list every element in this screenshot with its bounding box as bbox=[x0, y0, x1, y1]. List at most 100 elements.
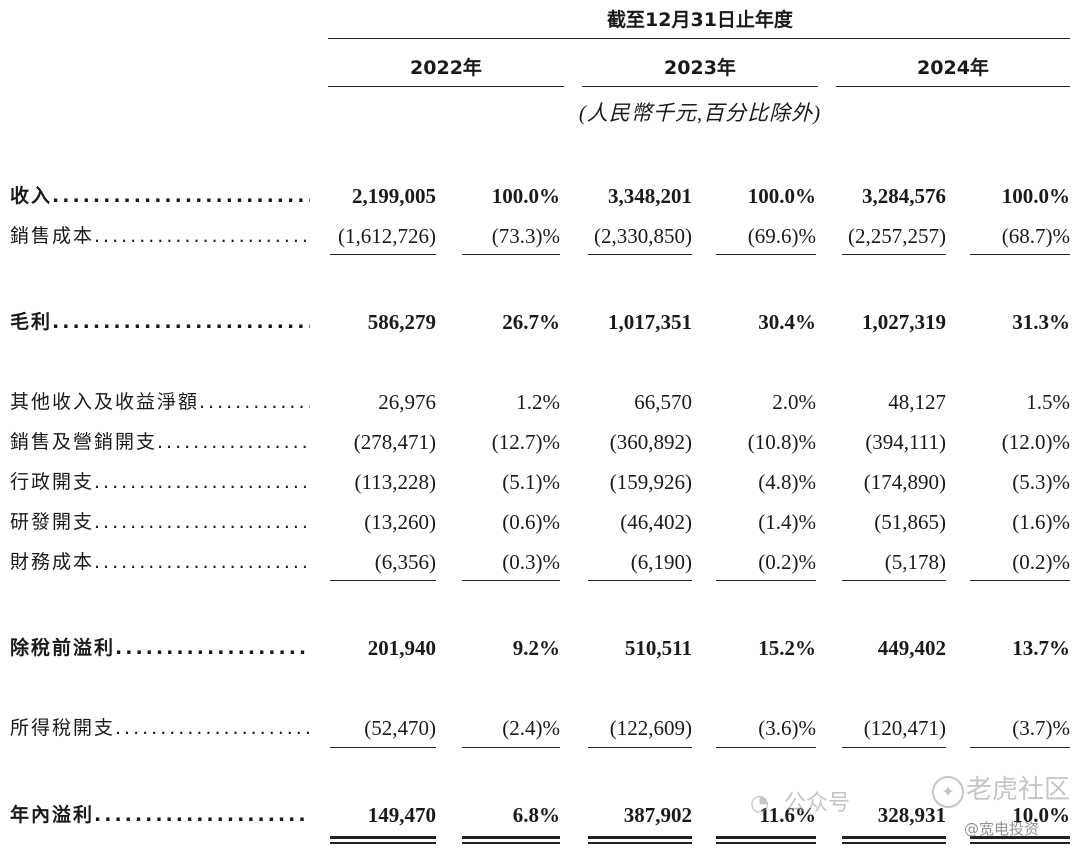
subtotal-underline bbox=[330, 747, 436, 748]
value-2022-amount: 201,940 bbox=[367, 636, 436, 660]
row-label-text: 財務成本 bbox=[10, 551, 95, 573]
subtotal-underline bbox=[330, 254, 436, 255]
row-label-text: 其他收入及收益淨額 bbox=[10, 391, 200, 413]
watermark-handle-text: @宽电投资 bbox=[964, 820, 1040, 838]
value-2022-percent: (0.6)% bbox=[502, 510, 560, 534]
leader-dots: .................................. bbox=[94, 471, 310, 493]
leader-dots: .................................. bbox=[94, 511, 310, 533]
value-2022-amount: 26,976 bbox=[378, 390, 436, 414]
value-2024-amount: 48,127 bbox=[888, 390, 946, 414]
row-label: 除稅前溢利.................................. bbox=[10, 628, 310, 668]
value-2023-amount: 387,902 bbox=[623, 803, 692, 827]
table-row: 其他收入及收益淨額...............................… bbox=[0, 382, 1080, 422]
value-2023-amount: (360,892) bbox=[609, 430, 692, 454]
value-2023-amount: 66,570 bbox=[634, 390, 692, 414]
subtotal-underline bbox=[588, 254, 692, 255]
value-2024-amount: 1,027,319 bbox=[862, 310, 946, 334]
value-2022-percent: (73.3)% bbox=[491, 224, 560, 248]
subtotal-underline bbox=[716, 580, 816, 581]
value-2022-amount: 2,199,005 bbox=[352, 184, 436, 208]
row-label: 財務成本.................................. bbox=[10, 542, 310, 582]
row-label: 研發開支.................................. bbox=[10, 502, 310, 542]
row-label: 銷售及營銷開支.................................… bbox=[10, 422, 310, 462]
value-2023-amount: (122,609) bbox=[609, 716, 692, 740]
value-2023-percent: (3.6)% bbox=[758, 716, 816, 740]
watermark-wechat-text: 公众号 bbox=[784, 791, 851, 816]
row-label-text: 收入 bbox=[10, 185, 53, 207]
row-label: 銷售成本.................................. bbox=[10, 216, 310, 256]
row-label-text: 銷售成本 bbox=[10, 225, 95, 247]
total-double-underline bbox=[716, 836, 816, 844]
table-row: 年內溢利.................................. 1… bbox=[0, 795, 1080, 835]
row-label: 毛利.................................. bbox=[10, 302, 310, 342]
value-2024-percent: (0.2)% bbox=[1012, 550, 1070, 574]
subtotal-underline bbox=[842, 747, 946, 748]
value-2022-percent: (12.7)% bbox=[491, 430, 560, 454]
value-2024-amount: 449,402 bbox=[877, 636, 946, 660]
value-2024-amount: (5,178) bbox=[884, 550, 946, 574]
value-2023-percent: (1.4)% bbox=[758, 510, 816, 534]
subtotal-underline bbox=[970, 254, 1070, 255]
row-label-text: 年內溢利 bbox=[10, 804, 95, 826]
row-label-text: 行政開支 bbox=[10, 471, 95, 493]
value-2024-percent: (1.6)% bbox=[1012, 510, 1070, 534]
row-label-text: 銷售及營銷開支 bbox=[10, 431, 158, 453]
value-2023-percent: (4.8)% bbox=[758, 470, 816, 494]
value-2023-percent: (10.8)% bbox=[747, 430, 816, 454]
value-2022-amount: (13,260) bbox=[364, 510, 436, 534]
value-2023-percent: 30.4% bbox=[758, 310, 816, 334]
subtotal-underline bbox=[588, 580, 692, 581]
value-2022-amount: (278,471) bbox=[353, 430, 436, 454]
value-2023-percent: 100.0% bbox=[747, 184, 816, 208]
table-row: 財務成本.................................. (… bbox=[0, 542, 1080, 582]
value-2024-percent: (68.7)% bbox=[1001, 224, 1070, 248]
value-2023-percent: 15.2% bbox=[758, 636, 816, 660]
year-rule-2024 bbox=[836, 86, 1070, 87]
subtotal-underline bbox=[716, 747, 816, 748]
row-label-text: 研發開支 bbox=[10, 511, 95, 533]
watermark-site-text: 老虎社区 bbox=[966, 775, 1071, 805]
value-2022-percent: 6.8% bbox=[512, 803, 560, 827]
value-2022-percent: (2.4)% bbox=[502, 716, 560, 740]
value-2022-amount: 149,470 bbox=[367, 803, 436, 827]
leader-dots: .................................. bbox=[157, 431, 310, 453]
value-2024-amount: (174,890) bbox=[863, 470, 946, 494]
table-row: 銷售成本.................................. (… bbox=[0, 216, 1080, 256]
value-2024-amount: (120,471) bbox=[863, 716, 946, 740]
period-title: 截至12月31日止年度 bbox=[607, 9, 793, 31]
table-row: 收入.................................. 2,1… bbox=[0, 176, 1080, 216]
row-label-text: 所得稅開支 bbox=[10, 717, 116, 739]
year-header-2023: 2023年 bbox=[664, 57, 736, 79]
subtotal-underline bbox=[970, 747, 1070, 748]
table-row: 毛利.................................. 586… bbox=[0, 302, 1080, 342]
value-2023-amount: 510,511 bbox=[624, 636, 692, 660]
value-2023-amount: (6,190) bbox=[630, 550, 692, 574]
subtotal-underline bbox=[462, 254, 560, 255]
table-row: 銷售及營銷開支.................................… bbox=[0, 422, 1080, 462]
leader-dots: .................................. bbox=[115, 637, 310, 659]
value-2023-amount: (2,330,850) bbox=[594, 224, 692, 248]
year-rule-2023 bbox=[582, 86, 818, 87]
value-2024-percent: (5.3)% bbox=[1012, 470, 1070, 494]
value-2024-percent: (12.0)% bbox=[1001, 430, 1070, 454]
value-2022-percent: (0.3)% bbox=[502, 550, 560, 574]
value-2024-amount: 3,284,576 bbox=[862, 184, 946, 208]
leader-dots: .................................. bbox=[115, 717, 310, 739]
value-2022-percent: 100.0% bbox=[491, 184, 560, 208]
value-2024-amount: (394,111) bbox=[865, 430, 946, 454]
value-2022-percent: 1.2% bbox=[516, 390, 560, 414]
value-2023-percent: (69.6)% bbox=[747, 224, 816, 248]
value-2024-percent: 100.0% bbox=[1001, 184, 1070, 208]
value-2022-amount: (1,612,726) bbox=[338, 224, 436, 248]
row-label: 其他收入及收益淨額...............................… bbox=[10, 382, 310, 422]
leader-dots: .................................. bbox=[52, 311, 310, 333]
year-header-2024: 2024年 bbox=[917, 57, 989, 79]
table-row: 除稅前溢利.................................. … bbox=[0, 628, 1080, 668]
row-label: 年內溢利.................................. bbox=[10, 795, 310, 835]
leader-dots: .................................. bbox=[94, 804, 310, 826]
value-2024-percent: 1.5% bbox=[1026, 390, 1070, 414]
table-row: 所得稅開支.................................. … bbox=[0, 708, 1080, 748]
tiger-logo-icon: ✦ bbox=[932, 776, 964, 808]
subtotal-underline bbox=[970, 580, 1070, 581]
table-row: 行政開支.................................. (… bbox=[0, 462, 1080, 502]
